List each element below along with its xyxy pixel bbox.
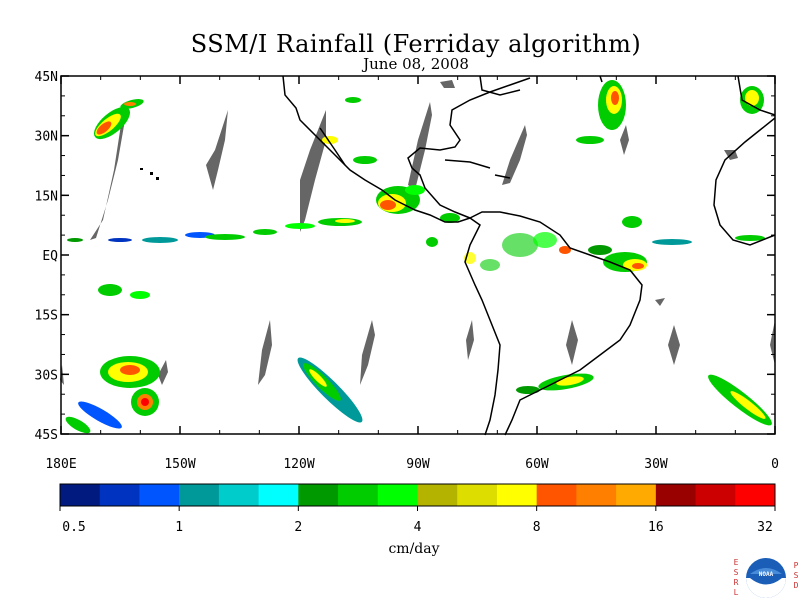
rainfall-patches [65, 80, 772, 434]
coastline-hispaniola [494, 174, 511, 179]
map-border [60, 75, 776, 435]
colorbar-swatch [695, 484, 736, 506]
colorbar-swatch [139, 484, 180, 506]
missing-swath [258, 320, 272, 385]
map-subtitle: June 08, 2008 [363, 55, 469, 73]
logo-letter: S [734, 568, 739, 577]
colorbar-tick-label: 0.5 [62, 520, 85, 535]
missing-swath [408, 102, 432, 190]
colorbar-swatch [496, 484, 538, 506]
map-frame [60, 75, 776, 435]
rain-cluster [576, 80, 764, 144]
coastline-greenland [599, 75, 603, 83]
map-title: SSM/I Rainfall (Ferriday algorithm) [190, 30, 642, 58]
coastline-cuba [444, 159, 491, 169]
colorbar-tick-label: 16 [648, 520, 664, 535]
colorbar-tick-label: 2 [294, 520, 302, 535]
lat-tick-label: 30S [35, 368, 58, 383]
coastline-baja [319, 127, 346, 166]
missing-swath [158, 360, 168, 385]
colorbar-swatch [417, 484, 458, 506]
lon-tick-label: 180E [45, 457, 76, 472]
lon-tick-label: 30W [644, 457, 668, 472]
missing-swath [620, 125, 629, 155]
colorbar-swatch [457, 484, 498, 506]
colorbar-swatch [60, 484, 101, 506]
noaa-wave [746, 578, 786, 598]
colorbar-unit: cm/day [388, 541, 440, 557]
colorbar-tick-label: 4 [414, 520, 422, 535]
missing-swath [770, 320, 775, 365]
lon-tick-label: 60W [525, 457, 549, 472]
lon-tick-label: 150W [164, 457, 195, 472]
rain-cluster [93, 99, 144, 140]
colorbar-swatch [298, 484, 339, 506]
coastline-north-america [282, 75, 471, 223]
coastline-canada [479, 75, 521, 96]
colorbar-tick-label: 8 [533, 520, 541, 535]
rain-cluster [67, 218, 362, 243]
colorbar-swatch [258, 484, 299, 506]
lat-tick-label: 45S [35, 428, 58, 443]
lat-tick-label: 15S [35, 309, 58, 324]
colorbar-tick-label: 1 [175, 520, 183, 535]
coastlines [282, 75, 776, 436]
logo-letter: R [734, 578, 739, 587]
missing-swath [668, 325, 680, 365]
missing-swath [300, 110, 326, 232]
colorbar-swatch [616, 484, 657, 506]
logo-letter: D [794, 581, 799, 590]
missing-swath [466, 320, 474, 360]
psd-letters: PSD [794, 561, 799, 590]
missing-swath [360, 320, 375, 385]
missing-swath [206, 110, 228, 190]
missing-swath [502, 125, 527, 185]
logo-letter: P [794, 561, 799, 570]
colorbar-swatch [655, 484, 697, 506]
colorbar-swatch [377, 484, 418, 506]
lat-tick-label: EQ [42, 249, 58, 264]
rain-cluster [516, 373, 772, 426]
colorbar-swatch [218, 484, 260, 506]
coastline-africa [713, 117, 776, 246]
missing-data-swaths [60, 80, 775, 385]
missing-swath [655, 298, 665, 306]
rain-cluster [322, 97, 460, 247]
map-axes: 45N 30N 15N EQ 15S 30S 45S 180E 150W 120W 90W 60W 30… [35, 70, 779, 472]
logo-letter: L [734, 588, 739, 597]
lat-tick-label: 15N [35, 189, 58, 204]
coastline-gulf [407, 77, 531, 219]
logo-letter: E [734, 558, 739, 567]
colorbar-swatch [576, 484, 617, 506]
logo-letter: S [794, 571, 799, 580]
lat-tick-label: 45N [35, 70, 58, 85]
noaa-text: NOAA [759, 571, 774, 578]
missing-swath [440, 80, 455, 88]
colorbar-tick-label: 32 [757, 520, 773, 535]
rain-cluster [297, 357, 363, 423]
colorbar-swatch [179, 484, 220, 506]
lat-tick-label: 30N [35, 130, 58, 145]
colorbar-swatch [99, 484, 140, 506]
lon-tick-label: 90W [406, 457, 430, 472]
rain-cluster [464, 232, 571, 271]
missing-swath [566, 320, 578, 365]
colorbar-swatch [735, 484, 776, 506]
colorbar-swatch [338, 484, 379, 506]
coastline-europe [737, 75, 776, 116]
lon-tick-label: 0 [771, 457, 779, 472]
rain-cluster [588, 216, 765, 272]
rain-cluster [65, 284, 160, 434]
lon-tick-label: 120W [283, 457, 314, 472]
colorbar: 0.5 1 2 4 8 16 32 [59, 483, 776, 535]
coastline-south-america [464, 211, 643, 436]
colorbar-swatch [536, 484, 577, 506]
hawaii-islands [140, 168, 159, 180]
